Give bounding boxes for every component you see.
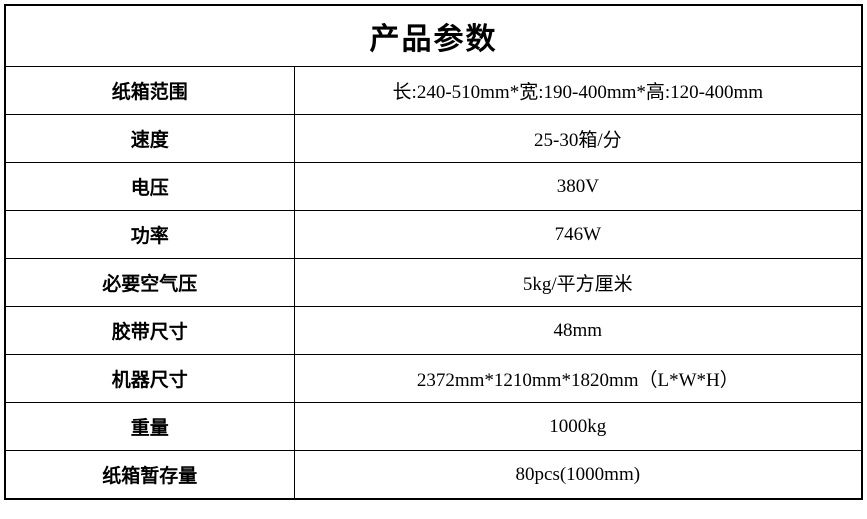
table-row: 机器尺寸 2372mm*1210mm*1820mm（L*W*H） — [5, 355, 862, 403]
table-body: 纸箱范围 长:240-510mm*宽:190-400mm*高:120-400mm… — [5, 67, 862, 500]
spec-value: 5kg/平方厘米 — [294, 259, 862, 307]
spec-label: 功率 — [5, 211, 294, 259]
table-row: 纸箱范围 长:240-510mm*宽:190-400mm*高:120-400mm — [5, 67, 862, 115]
spec-value: 25-30箱/分 — [294, 115, 862, 163]
table-row: 胶带尺寸 48mm — [5, 307, 862, 355]
spec-label: 重量 — [5, 403, 294, 451]
spec-label: 机器尺寸 — [5, 355, 294, 403]
spec-label: 纸箱范围 — [5, 67, 294, 115]
table-row: 必要空气压 5kg/平方厘米 — [5, 259, 862, 307]
spec-value: 1000kg — [294, 403, 862, 451]
table-title: 产品参数 — [5, 5, 862, 67]
table-row: 电压 380V — [5, 163, 862, 211]
spec-label: 速度 — [5, 115, 294, 163]
spec-value: 48mm — [294, 307, 862, 355]
table-row: 功率 746W — [5, 211, 862, 259]
table-row: 速度 25-30箱/分 — [5, 115, 862, 163]
spec-value: 长:240-510mm*宽:190-400mm*高:120-400mm — [294, 67, 862, 115]
spec-label: 必要空气压 — [5, 259, 294, 307]
spec-label: 电压 — [5, 163, 294, 211]
spec-value: 746W — [294, 211, 862, 259]
spec-value: 2372mm*1210mm*1820mm（L*W*H） — [294, 355, 862, 403]
product-spec-table: 产品参数 纸箱范围 长:240-510mm*宽:190-400mm*高:120-… — [4, 4, 863, 500]
spec-label: 胶带尺寸 — [5, 307, 294, 355]
spec-value: 80pcs(1000mm) — [294, 451, 862, 500]
spec-label: 纸箱暂存量 — [5, 451, 294, 500]
spec-value: 380V — [294, 163, 862, 211]
table-row: 纸箱暂存量 80pcs(1000mm) — [5, 451, 862, 500]
table-row: 重量 1000kg — [5, 403, 862, 451]
